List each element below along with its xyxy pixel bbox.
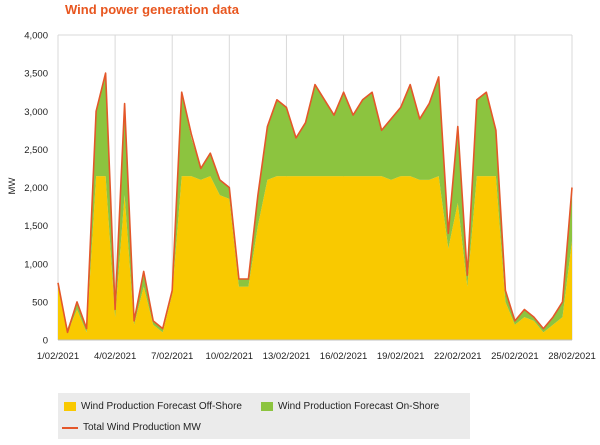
x-tick-label: 13/02/2021 [263,351,311,362]
y-tick-label: 4,000 [24,31,48,42]
y-tick-label: 3,000 [24,107,48,118]
legend-swatch-offshore [64,402,76,411]
legend-swatch-total [62,426,78,429]
offshore-area [58,176,572,340]
chart-title: Wind power generation data [65,2,239,17]
x-tick-label: 28/02/2021 [548,351,596,362]
legend-label-total: Total Wind Production MW [83,422,201,433]
plot-areas [57,72,573,340]
legend-item-total[interactable]: Total Wind Production MW [62,422,201,433]
y-tick-label: 3,500 [24,69,48,80]
chart-svg: 1/02/2021 4/02/2021 7/02/2021 10/02/2021 13/… [7,31,596,363]
legend-label-onshore: Wind Production Forecast On-Shore [278,401,440,412]
x-tick-label: 10/02/2021 [206,351,254,362]
legend: Wind Production Forecast Off-Shore Wind … [58,393,470,439]
axes: 1/02/2021 4/02/2021 7/02/2021 10/02/2021 13/… [24,31,596,363]
total-production-line [57,72,573,334]
x-tick-label: 4/02/2021 [94,351,136,362]
y-tick-label: 1,500 [24,221,48,232]
legend-label-offshore: Wind Production Forecast Off-Shore [81,401,242,412]
y-tick-label: 500 [32,297,48,308]
x-tick-label: 19/02/2021 [377,351,425,362]
legend-item-offshore[interactable]: Wind Production Forecast Off-Shore [64,401,242,412]
y-axis-label: MW [7,178,18,195]
legend-item-onshore[interactable]: Wind Production Forecast On-Shore [261,401,439,412]
y-tick-label: 2,000 [24,183,48,194]
x-tick-label: 7/02/2021 [151,351,193,362]
y-tick-label: 1,000 [24,259,48,270]
legend-swatch-onshore [261,402,273,411]
y-tick-label: 0 [43,336,48,347]
onshore-area [58,73,572,333]
x-tick-label: 16/02/2021 [320,351,368,362]
x-tick-label: 25/02/2021 [491,351,539,362]
x-tick-label: 1/02/2021 [37,351,79,362]
y-tick-label: 2,500 [24,145,48,156]
x-tick-label: 22/02/2021 [434,351,482,362]
